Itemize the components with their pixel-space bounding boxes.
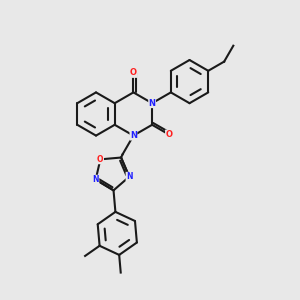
Text: O: O [97,155,103,164]
Text: N: N [126,172,133,181]
Text: O: O [166,130,172,139]
Text: N: N [92,175,99,184]
Text: N: N [130,131,137,140]
Text: O: O [130,68,137,77]
Text: N: N [148,99,156,108]
